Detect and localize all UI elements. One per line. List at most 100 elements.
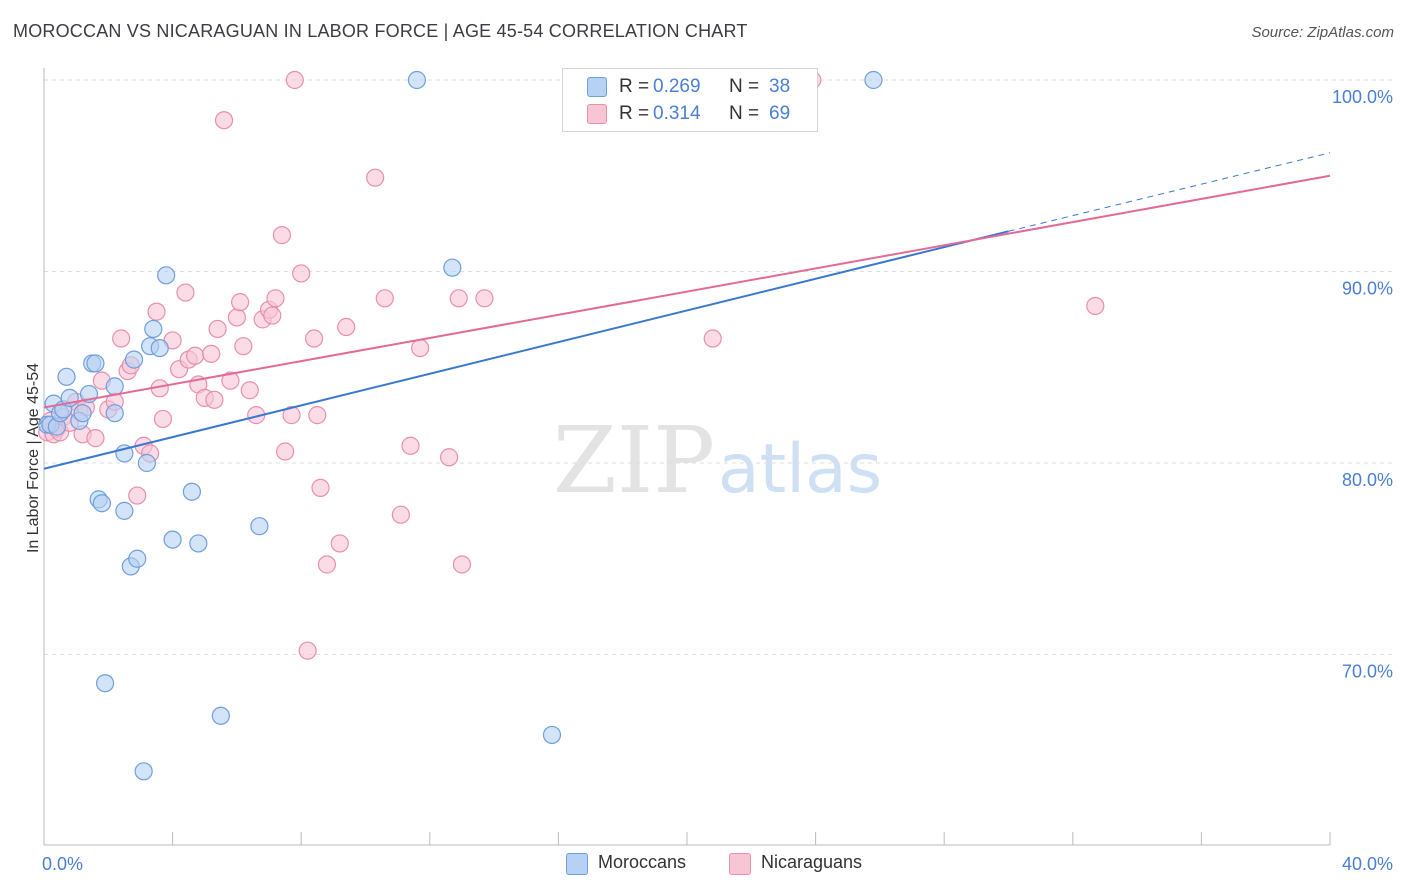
y-tick-label: 80.0%	[1342, 470, 1393, 490]
chart-title: MOROCCAN VS NICARAGUAN IN LABOR FORCE | …	[13, 21, 748, 41]
nicaraguan-point	[401, 436, 420, 455]
nicaraguan-point	[221, 371, 240, 390]
nicaraguan-point	[282, 406, 301, 425]
nicaraguan-point	[266, 289, 285, 308]
nicaraguan-point	[86, 429, 105, 448]
moroccan-trend-line	[43, 230, 1009, 470]
nicaraguan-point	[186, 346, 205, 365]
nicaraguan-legend-swatch	[729, 853, 751, 875]
nicaraguan-point	[272, 226, 292, 245]
x-tick-label: 40.0%	[1342, 854, 1393, 874]
y-tick-label: 70.0%	[1342, 662, 1393, 682]
moroccan-point	[144, 319, 163, 339]
nicaraguan-point	[202, 344, 221, 363]
nicaraguan-point	[231, 293, 250, 312]
stats-legend: R = 0.269 N = 38 R = 0.314 N = 69	[562, 68, 818, 132]
moroccan-point	[189, 534, 208, 553]
nicaraguan-trend-line	[43, 174, 1331, 409]
moroccan-point	[73, 404, 92, 423]
n-label: N =	[729, 103, 760, 124]
nicaraguan-point	[227, 308, 246, 327]
moroccan-point	[124, 350, 144, 369]
moroccan-point	[443, 258, 462, 277]
nicaraguan-point	[391, 505, 410, 524]
nicaraguan-point	[703, 329, 722, 348]
tick-labels: 100.0% 90.0% 80.0% 70.0% 0.0% 40.0%	[42, 87, 1393, 874]
moroccan-point	[150, 339, 169, 358]
n-label: N =	[729, 76, 760, 97]
nicaraguan-swatch	[587, 104, 607, 124]
watermark-atlas: atlas	[718, 430, 882, 509]
nicaraguan-point	[263, 306, 282, 325]
moroccan-point	[864, 70, 883, 90]
nicaraguan-point	[214, 111, 234, 130]
y-tick-label: 100.0%	[1332, 87, 1393, 107]
r-value: 0.314	[653, 103, 701, 124]
nicaraguan-point	[240, 381, 259, 400]
nicaraguan-point	[112, 329, 131, 348]
nicaraguan-point	[147, 302, 166, 321]
watermark: ZIP atlas	[553, 407, 882, 514]
moroccan-point	[137, 453, 156, 473]
moroccan-point	[128, 549, 147, 568]
data-points	[38, 70, 1105, 781]
nicaraguan-point	[317, 555, 337, 574]
nicaraguan-point	[439, 448, 459, 467]
moroccan-point	[134, 762, 153, 781]
nicaraguan-point	[234, 337, 253, 356]
moroccan-point	[105, 377, 124, 396]
axes	[43, 68, 1331, 846]
nicaraguan-point	[330, 534, 349, 553]
nicaraguan-point	[276, 442, 295, 461]
legend-label: Moroccans	[598, 852, 687, 872]
gridlines	[44, 79, 1394, 655]
source-label: Source: ZipAtlas.com	[1251, 24, 1394, 41]
watermark-zip: ZIP	[553, 407, 715, 514]
nicaraguan-point	[411, 339, 430, 358]
legend-label: Nicaraguans	[761, 852, 863, 872]
n-value: 38	[769, 76, 791, 97]
nicaraguan-point	[375, 289, 394, 308]
moroccan-point	[157, 266, 176, 285]
nicaraguan-point	[475, 289, 494, 308]
nicaraguan-point	[311, 478, 330, 497]
nicaraguan-point	[153, 409, 173, 429]
moroccan-point	[57, 367, 76, 386]
moroccan-point	[542, 725, 562, 745]
moroccan-point	[95, 674, 115, 693]
trend-lines	[43, 152, 1331, 470]
moroccan-point	[92, 494, 111, 513]
nicaraguan-point	[308, 406, 327, 425]
nicaraguan-point	[449, 289, 468, 308]
nicaraguan-point	[304, 329, 324, 348]
nicaraguan-point	[208, 319, 227, 339]
r-value: 0.269	[653, 76, 701, 97]
r-label: R =	[619, 76, 650, 97]
nicaraguan-point	[337, 317, 356, 337]
nicaraguan-point	[1086, 296, 1105, 316]
r-label: R =	[619, 103, 650, 124]
n-value: 69	[769, 103, 791, 124]
moroccan-point	[211, 706, 230, 725]
nicaraguan-point	[205, 390, 224, 409]
moroccan-point	[115, 501, 134, 520]
y-tick-label: 90.0%	[1342, 279, 1393, 299]
nicaraguan-point	[128, 486, 147, 505]
nicaraguan-point	[292, 264, 311, 283]
moroccan-point	[105, 404, 124, 423]
moroccan-trend-extension	[1008, 152, 1331, 232]
nicaraguan-point	[366, 168, 385, 187]
moroccan-point	[250, 517, 269, 536]
nicaraguan-point	[285, 70, 304, 90]
nicaraguan-point	[298, 641, 317, 660]
moroccan-legend-swatch	[566, 853, 588, 875]
moroccan-point	[86, 354, 105, 373]
moroccan-point	[407, 70, 427, 90]
nicaraguan-point	[176, 283, 195, 302]
moroccan-swatch	[587, 77, 607, 97]
x-tick-label: 0.0%	[42, 854, 83, 874]
moroccan-point	[163, 530, 182, 549]
nicaraguan-point	[452, 555, 472, 574]
moroccan-point	[182, 482, 201, 501]
